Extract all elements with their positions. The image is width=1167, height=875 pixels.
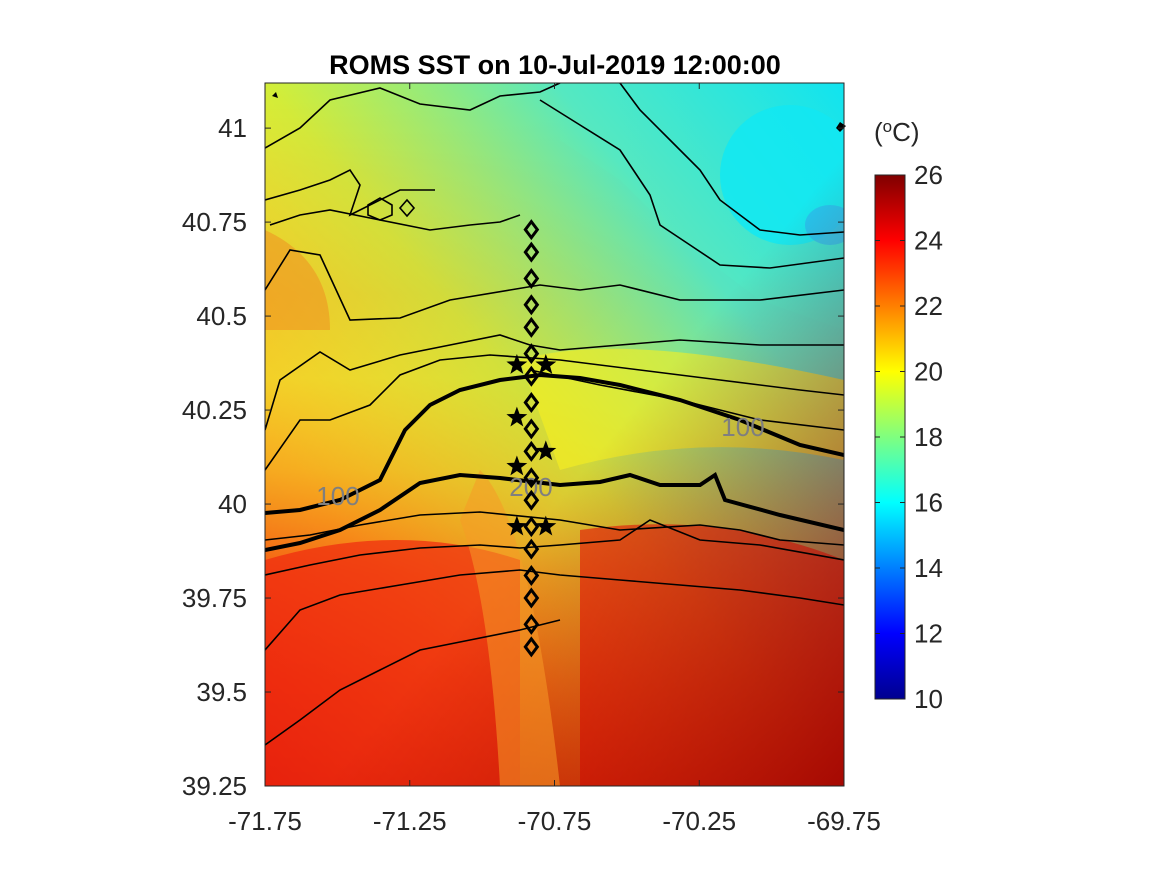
- colorbar-tick-label: 26: [914, 160, 943, 190]
- colorbar-tick-label: 16: [914, 488, 943, 518]
- diamond-station: [523, 636, 540, 658]
- contour-line: [539, 99, 844, 269]
- colorbar-tick-label: 10: [914, 684, 943, 714]
- isobath-200: [265, 471, 844, 552]
- y-tick-label: 39.75: [182, 583, 247, 613]
- contour-line: [619, 83, 844, 236]
- diamond-station: [523, 587, 540, 609]
- contour-line: [265, 168, 435, 217]
- diamond-station: [523, 440, 540, 462]
- diamond-station: [523, 316, 540, 338]
- contour-line: [265, 83, 561, 149]
- y-tick-label: 40.5: [196, 301, 247, 331]
- diamond-station: [523, 294, 540, 316]
- diamond-station: [523, 343, 540, 365]
- diamond-station: [523, 489, 540, 511]
- contour-line: [265, 249, 844, 321]
- y-tick-label: 40: [218, 489, 247, 519]
- plot-title: ROMS SST on 10-Jul-2019 12:00:00: [329, 50, 781, 80]
- diamond-station: [523, 418, 540, 440]
- colorbar-tick-label: 14: [914, 553, 943, 583]
- y-axis: 41 40.75 40.5 40.25 40 39.75 39.5 39.25: [182, 113, 844, 801]
- contour-line: [265, 354, 844, 471]
- contour-line: [367, 197, 393, 221]
- colorbar-tick-label: 20: [914, 357, 943, 387]
- star-station: [535, 440, 557, 461]
- star-station: [535, 515, 557, 536]
- diamond-station: [523, 538, 540, 560]
- colorbar-tick-label: 24: [914, 226, 943, 256]
- bathymetry-contours: [265, 372, 844, 552]
- contour-label-100-east: 100: [721, 412, 764, 442]
- diamond-station: [523, 365, 540, 387]
- diamond-station: [523, 392, 540, 414]
- contour-line: [269, 209, 521, 231]
- y-tick-label: 41: [218, 113, 247, 143]
- isobath-100: [265, 372, 844, 515]
- y-tick-label: 39.25: [182, 771, 247, 801]
- colorbar-tick-label: 22: [914, 291, 943, 321]
- diamond-station: [523, 467, 540, 489]
- contour-line: [265, 569, 844, 651]
- station-markers: [506, 219, 557, 658]
- x-axis: -71.75 -71.25 -70.75 -70.25 -69.75: [228, 83, 881, 836]
- colorbar-ticks: 26 24 22 20 18 16 14 12 10: [875, 160, 943, 714]
- y-tick-label: 40.75: [182, 207, 247, 237]
- diamond-station: [523, 564, 540, 586]
- contour-line: [398, 198, 416, 218]
- contour-label-100-west: 100: [316, 481, 359, 511]
- y-tick-label: 40.25: [182, 395, 247, 425]
- x-tick-label: -70.75: [518, 806, 592, 836]
- diamond-station: [523, 241, 540, 263]
- contour-line: [265, 334, 844, 431]
- diamond-station: [523, 267, 540, 289]
- star-station: [535, 354, 557, 374]
- colorbar-tick-label: 18: [914, 422, 943, 452]
- star-station: [506, 515, 528, 536]
- diamond-station: [523, 613, 540, 635]
- star-station: [506, 354, 528, 374]
- colorbar-unit: (oC): [874, 117, 920, 147]
- contour-line: [265, 619, 561, 746]
- x-tick-label: -71.75: [228, 806, 302, 836]
- diamond-station: [523, 219, 540, 241]
- colorbar-tick-label: 12: [914, 619, 943, 649]
- y-tick-label: 39.5: [196, 677, 247, 707]
- island-marker: [272, 92, 278, 98]
- x-tick-label: -70.25: [662, 806, 736, 836]
- diamond-station: [523, 516, 540, 538]
- x-tick-label: -69.75: [807, 806, 881, 836]
- x-tick-label: -71.25: [373, 806, 447, 836]
- star-station: [506, 406, 528, 427]
- contour-line: [265, 519, 844, 576]
- star-station: [506, 455, 528, 476]
